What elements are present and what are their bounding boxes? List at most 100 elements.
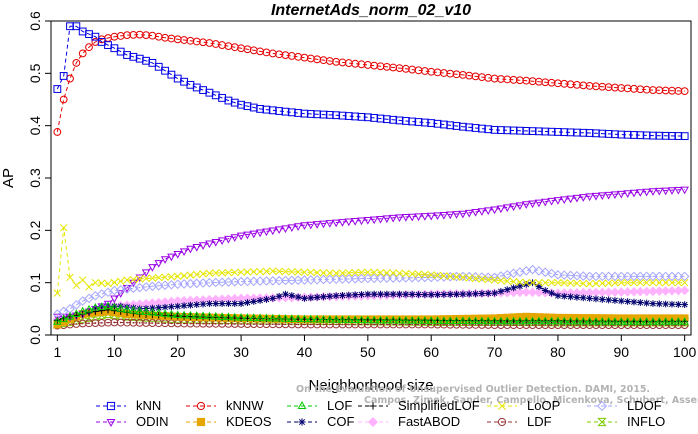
data-point	[516, 278, 524, 286]
data-point	[547, 316, 556, 325]
data-point	[237, 268, 245, 276]
data-point	[243, 231, 252, 240]
data-point	[230, 312, 240, 321]
data-point	[459, 290, 467, 298]
data-point	[445, 211, 455, 220]
data-point	[446, 290, 454, 298]
data-point	[610, 271, 620, 282]
data-point	[274, 226, 284, 235]
data-point	[611, 279, 619, 287]
y-axis-title: AP	[0, 168, 17, 188]
data-point	[255, 313, 265, 322]
data-point	[610, 287, 620, 297]
series-line	[56, 227, 685, 294]
data-point	[288, 268, 296, 276]
data-point	[85, 309, 93, 317]
data-point	[72, 281, 81, 290]
data-point	[662, 300, 670, 308]
data-point	[611, 297, 619, 304]
data-point	[674, 317, 683, 325]
data-point	[91, 303, 100, 311]
data-point	[503, 286, 511, 294]
data-point	[642, 188, 651, 197]
data-point	[502, 204, 512, 213]
watermark: On the Evaluation of Unsupervised Outlie…	[296, 384, 698, 406]
data-point	[604, 317, 613, 325]
data-point	[154, 62, 163, 71]
legend-marker	[597, 417, 607, 427]
data-point	[97, 279, 106, 287]
data-point	[332, 269, 340, 278]
data-point	[306, 275, 316, 285]
data-point	[655, 187, 664, 196]
data-point	[623, 190, 632, 198]
data-point	[167, 273, 176, 281]
data-point	[287, 314, 297, 322]
data-point	[53, 128, 62, 136]
data-point	[629, 317, 639, 325]
data-point	[459, 273, 467, 282]
data-point	[680, 278, 689, 287]
data-point	[528, 316, 537, 325]
data-point	[471, 274, 480, 283]
data-point	[377, 290, 384, 298]
data-point	[173, 251, 182, 259]
data-point	[263, 296, 270, 303]
legend-marker	[298, 418, 306, 426]
data-point	[230, 234, 240, 242]
data-point	[598, 316, 607, 325]
data-point	[598, 279, 607, 288]
y-tick-label: 0.0	[27, 325, 43, 345]
data-point	[408, 270, 416, 278]
data-point	[369, 315, 379, 324]
data-point	[472, 290, 479, 298]
legend-item: SimplifiedLOF	[358, 398, 480, 413]
data-point	[629, 271, 639, 282]
data-point	[402, 290, 410, 298]
data-point	[287, 275, 297, 286]
data-point	[312, 314, 322, 323]
x-tick-label: 80	[550, 344, 566, 360]
data-point	[515, 202, 525, 210]
x-tick-label: 10	[107, 344, 123, 360]
data-point	[110, 302, 118, 310]
data-point	[167, 70, 176, 79]
data-point	[85, 283, 93, 291]
data-point	[338, 315, 347, 323]
data-point	[357, 268, 366, 277]
data-point	[541, 316, 550, 325]
data-point	[205, 311, 214, 320]
data-point	[471, 316, 480, 325]
data-point	[572, 194, 582, 203]
y-tick-label: 0.2	[27, 220, 43, 240]
data-point	[641, 271, 652, 282]
data-point	[484, 289, 492, 297]
data-point	[636, 299, 644, 306]
data-point	[313, 293, 321, 301]
data-point	[446, 272, 454, 281]
data-point	[155, 304, 163, 312]
data-point	[490, 206, 499, 215]
data-point	[610, 191, 620, 199]
legend-item: ODIN	[96, 414, 169, 429]
data-point	[579, 279, 588, 288]
data-point	[667, 317, 677, 325]
data-point	[281, 267, 290, 276]
legend-item: FastABOD	[358, 414, 460, 429]
legend-item: KDEOS	[186, 414, 272, 429]
data-point	[420, 272, 430, 283]
data-point	[161, 312, 169, 319]
data-point	[642, 317, 651, 325]
data-point	[275, 292, 283, 300]
data-point	[299, 275, 310, 285]
data-point	[547, 278, 556, 287]
data-point	[465, 274, 473, 282]
data-point	[243, 313, 252, 321]
data-point	[635, 286, 646, 297]
legend-label: SimplifiedLOF	[398, 398, 480, 413]
data-point	[332, 292, 340, 300]
data-point	[231, 268, 239, 277]
data-point	[103, 301, 113, 310]
data-point	[439, 211, 449, 220]
data-point	[236, 276, 246, 287]
